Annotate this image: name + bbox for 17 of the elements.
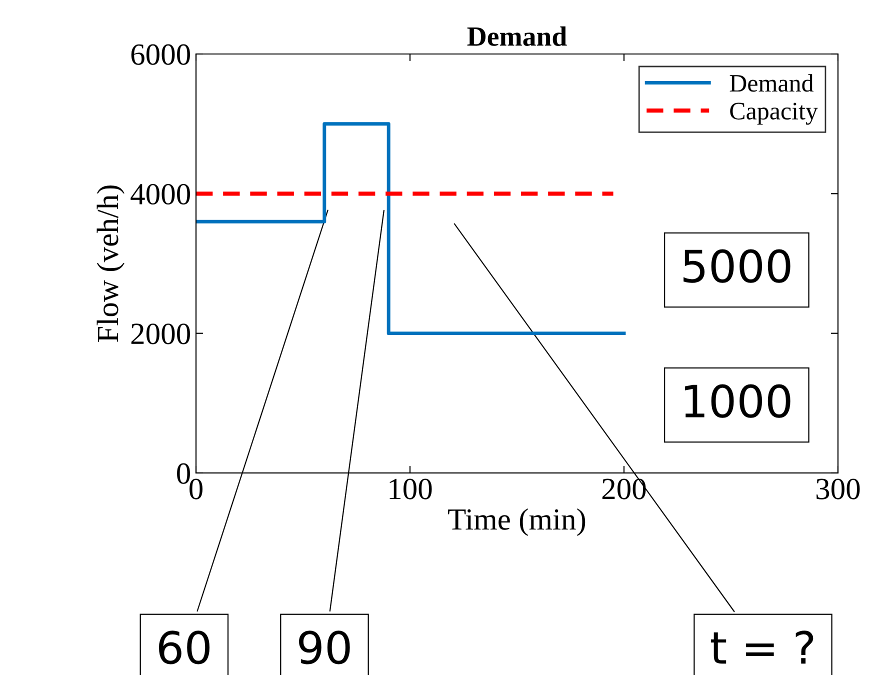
x-tick-label: 200 <box>602 478 646 500</box>
legend-label: Capacity <box>730 102 818 125</box>
x-tick-label: 300 <box>816 478 860 500</box>
y-tick-label: 0 <box>177 463 190 484</box>
y-axis-title: Flow (veh/h) <box>96 185 124 342</box>
y-tick-label: 6000 <box>131 44 190 65</box>
x-tick-label: 100 <box>390 478 432 500</box>
legend-label: Demand <box>730 74 814 92</box>
y-tick-label: 4000 <box>130 184 190 205</box>
text: t = ? <box>710 630 814 664</box>
annotation: 1000 <box>685 384 790 418</box>
annotation: 5000 <box>684 249 790 283</box>
annotation: 90 <box>299 630 350 664</box>
y-tick-label: 2000 <box>131 324 190 344</box>
annotation: 60 <box>158 630 210 664</box>
chart-title: Demand <box>467 26 567 46</box>
x-axis-title: Time (min) <box>448 508 586 536</box>
